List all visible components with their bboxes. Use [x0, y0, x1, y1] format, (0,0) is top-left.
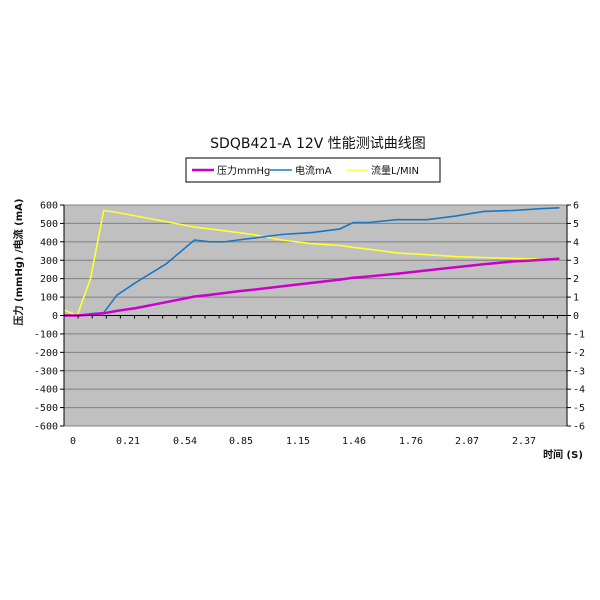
- right-tick-label: -3: [573, 366, 585, 377]
- x-tick-label: 2.37: [512, 436, 536, 447]
- x-tick-label: 0.21: [116, 436, 140, 447]
- left-tick-label: 0: [52, 311, 58, 322]
- x-tick-label: 0.54: [173, 436, 197, 447]
- legend-label: 流量L/MIN: [371, 164, 419, 177]
- left-tick-label: 100: [40, 293, 58, 304]
- left-tick-label: 300: [40, 256, 58, 267]
- legend-label: 电流mA: [295, 164, 332, 177]
- legend: 压力mmHg 电流mA 流量L/MIN: [185, 157, 441, 183]
- left-tick-label: 500: [40, 219, 58, 230]
- left-tick-label: -400: [34, 385, 58, 396]
- x-axis-label: 时间 (S): [543, 448, 583, 461]
- left-tick-label: -100: [34, 329, 58, 340]
- x-tick-label: 0: [70, 436, 76, 447]
- x-tick-label: 2.07: [455, 436, 479, 447]
- series-layer: [63, 207, 560, 317]
- left-tick-label: 400: [40, 237, 58, 248]
- right-tick-label: 5: [573, 219, 579, 230]
- right-tick-label: 0: [573, 311, 579, 322]
- right-axis-ticks: 6 5 4 3 2 1 0 -1 -2 -3 -4 -5 -6: [566, 201, 585, 433]
- x-axis-ticks: 0 0.21 0.54 0.85 1.15 1.46 1.76 2.07 2.37: [63, 315, 567, 447]
- legend-box: [185, 157, 441, 183]
- right-tick-label: 3: [573, 256, 579, 267]
- series-line-pressure: [64, 257, 560, 317]
- right-tick-label: -6: [573, 422, 585, 433]
- left-tick-label: 200: [40, 274, 58, 285]
- right-tick-label: 6: [573, 201, 579, 212]
- right-tick-label: -4: [573, 385, 585, 396]
- x-tick-label: 1.46: [342, 436, 366, 447]
- left-tick-label: 600: [40, 201, 58, 212]
- x-tick-label: 1.15: [286, 436, 310, 447]
- gridlines: [64, 204, 567, 427]
- right-tick-label: 4: [573, 237, 579, 248]
- left-tick-label: -500: [34, 403, 58, 414]
- legend-label: 压力mmHg: [217, 164, 270, 177]
- x-tick-label: 0.85: [229, 436, 253, 447]
- right-tick-label: -2: [573, 348, 585, 359]
- right-tick-label: 1: [573, 293, 579, 304]
- x-tick-label: 1.76: [399, 436, 423, 447]
- left-tick-label: -200: [34, 348, 58, 359]
- right-tick-label: 2: [573, 274, 579, 285]
- series-line-flow: [63, 209, 560, 317]
- left-tick-label: -300: [34, 366, 58, 377]
- right-tick-label: -5: [573, 403, 585, 414]
- left-axis-ticks: 600 500 400 300 200 100 0 -100 -200 -300 -400 -500 -…: [34, 201, 65, 433]
- series-line-current: [64, 207, 560, 317]
- y-axis-label: 压力 (mmHg) /电流 (mA): [12, 199, 25, 326]
- chart-title: SDQB421-A 12V 性能测试曲线图: [210, 136, 426, 152]
- right-tick-label: -1: [573, 329, 585, 340]
- left-tick-label: -600: [34, 422, 58, 433]
